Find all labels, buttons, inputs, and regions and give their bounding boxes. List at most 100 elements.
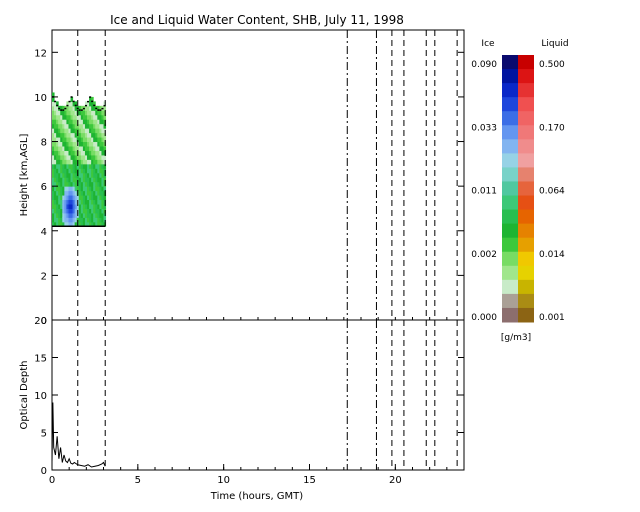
cloud-cell (84, 195, 88, 201)
cloud-cell (87, 186, 90, 192)
cloud-cell (89, 146, 92, 151)
colorbar-liquid-swatch (518, 251, 534, 267)
cloud-cell (68, 212, 72, 218)
cloud-cell (60, 105, 63, 111)
cloud-cell (60, 168, 63, 174)
cloud-cell (97, 217, 100, 223)
cloud-cell (60, 141, 63, 147)
cloud-cell (72, 208, 76, 214)
colorbar-ticks: 0.090 0.500 0.033 0.170 0.011 0.064 0.002 0.014… (471, 60, 565, 323)
cloud-cell (66, 208, 69, 214)
cloud-cell (91, 128, 94, 134)
cloud-cell (95, 159, 98, 165)
cloud-cell (54, 110, 57, 116)
cloud-cell (82, 159, 86, 165)
cloud-cell (84, 181, 88, 187)
cloud-cell (99, 199, 102, 205)
cloud-cell (87, 110, 90, 116)
colorbar-ice-swatch (502, 237, 518, 253)
cloud-cell (54, 163, 57, 169)
cloud-cell (76, 123, 80, 129)
cloud-cell (70, 172, 74, 178)
cloud-cell (93, 177, 96, 183)
cloud-cell (52, 217, 55, 223)
cloud-cell (52, 159, 55, 165)
cloud-cell (78, 159, 82, 165)
cloud-cell (56, 159, 59, 165)
cloud-cell (78, 137, 82, 143)
cloud-cell (99, 150, 102, 156)
cloud-cell (72, 137, 76, 143)
cloud-cell (66, 128, 69, 134)
cloud-cell (62, 217, 65, 223)
cloud-cell (95, 141, 98, 147)
cloud-cell (97, 208, 100, 214)
cloud-cell (80, 128, 84, 134)
cloud-cell (95, 177, 98, 183)
cloud-cell (95, 195, 98, 201)
cloud-cell (97, 141, 100, 147)
colorbar-liquid-label: Liquid (541, 39, 568, 49)
cloud-cell (52, 199, 55, 205)
colorbar-ice-tick: 0.000 (471, 313, 497, 323)
cloud-cell (84, 128, 88, 134)
cloud-cell (52, 168, 55, 174)
cloud-cell (93, 159, 96, 165)
cloud-cell (56, 114, 59, 120)
cloud-cell (66, 163, 69, 169)
cloud-cell (74, 154, 78, 160)
cloud-cell (70, 146, 74, 151)
cloud-cell (66, 146, 69, 151)
cloud-cell (87, 150, 90, 156)
cloud-cell (56, 208, 59, 214)
cloud-cell (80, 123, 84, 129)
cloud-cell (60, 172, 63, 178)
cloud-cell (78, 212, 82, 218)
cloud-cell (101, 221, 104, 227)
cloud-cell (70, 96, 74, 102)
cloud-cell (78, 172, 82, 178)
cloud-cell (78, 114, 82, 120)
cloud-cell (68, 119, 72, 125)
cloud-cell (101, 159, 104, 165)
cloud-cell (62, 146, 65, 151)
colorbar-liquid-swatch (518, 83, 534, 98)
x-tick-label: 10 (217, 475, 230, 486)
colorbar-liquid-swatches (518, 55, 534, 323)
y-tick-label: 4 (41, 227, 47, 238)
colorbar-liquid-tick: 0.014 (539, 250, 565, 260)
cloud-cell (91, 114, 94, 120)
cloud-cell (78, 168, 82, 174)
cloud-cell (99, 212, 102, 218)
cloud-cell (78, 163, 82, 169)
cloud-cell (74, 221, 78, 227)
cloud-cell (66, 186, 69, 192)
cloud-cell (72, 168, 76, 174)
cloud-cell (91, 186, 94, 192)
cloud-cell (87, 212, 90, 218)
cloud-cell (68, 110, 72, 116)
cloud-cell (56, 195, 59, 201)
cloud-cell (74, 114, 78, 120)
y-tick-label: 10 (34, 93, 47, 104)
cloud-cell (82, 110, 86, 116)
cloud-cell (58, 172, 61, 178)
cloud-cell (78, 141, 82, 147)
cloud-cell (101, 110, 104, 116)
cloud-cell (97, 181, 100, 187)
cloud-cell (76, 114, 80, 120)
optical-depth-panel-frame (51, 319, 465, 471)
colorbar-liquid-tick: 0.500 (539, 60, 565, 70)
cloud-cell (70, 159, 74, 165)
cloud-cell (84, 141, 88, 147)
cloud-cell (84, 123, 88, 129)
time-axis-label: Time (hours, GMT) (210, 491, 304, 502)
cloud-cell (54, 172, 57, 178)
colorbar-ice-swatch (502, 209, 518, 225)
cloud-cell (101, 132, 104, 138)
cloud-cell (101, 186, 104, 192)
cloud-cell (58, 150, 61, 156)
cloud-cell (99, 204, 102, 209)
cloud-cell (70, 212, 74, 218)
